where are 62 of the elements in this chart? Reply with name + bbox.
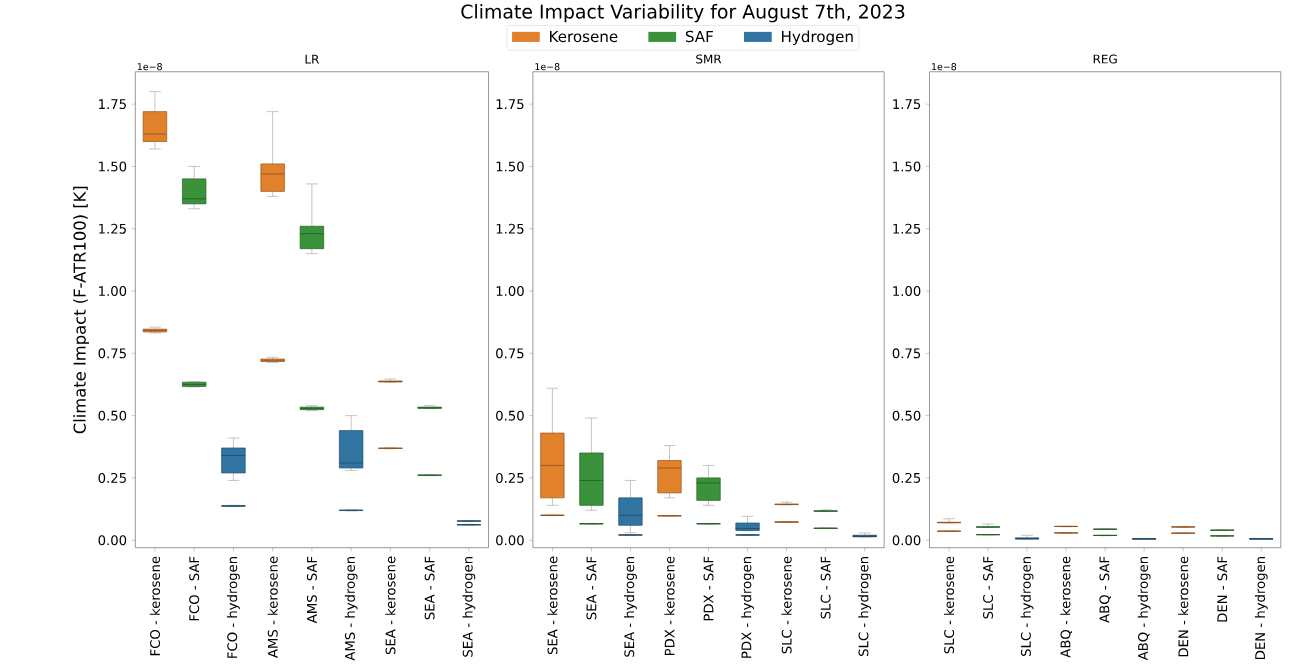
x-tick-label: SLC - kerosene xyxy=(781,556,792,654)
x-tick-label: PDX - SAF xyxy=(703,556,714,621)
x-tick-label: SEA - kerosene xyxy=(547,556,558,655)
x-tick-label: DEN - hydrogen xyxy=(1254,557,1268,660)
y-tick-label: 1.00 xyxy=(99,286,127,297)
x-tick-label: SLC - hydrogen xyxy=(1020,557,1034,657)
x-tick-label: FCO - SAF xyxy=(189,556,200,621)
x-tick-label: SEA - SAF xyxy=(424,556,435,620)
y-tick-label: 1.75 xyxy=(99,99,126,110)
y-tick-label: 0.00 xyxy=(98,535,127,546)
y-tick-label: 0.25 xyxy=(892,473,921,484)
y-tick-label: 0.50 xyxy=(496,410,524,421)
y-tick-label: 0.00 xyxy=(496,535,524,546)
y-tick-label: 0.75 xyxy=(98,348,126,359)
x-tick-label: SEA - SAF xyxy=(586,556,597,620)
y-tick-label: 1.25 xyxy=(496,223,524,234)
x-tick-label: SLC - hydrogen xyxy=(858,557,872,657)
y-tick-label: 0.00 xyxy=(892,535,921,546)
y-tick-label: 1.75 xyxy=(893,99,921,110)
x-tick-label: AMS - SAF xyxy=(306,556,317,624)
x-tick-label: PDX - hydrogen xyxy=(741,557,754,658)
y-tick-label: 1.25 xyxy=(893,223,921,234)
text: 1e−8 xyxy=(932,63,957,71)
y-tick-label: 0.25 xyxy=(496,473,524,484)
y-tick-label: 1.50 xyxy=(99,161,127,172)
x-tick-label: SLC - SAF xyxy=(820,556,831,619)
x-tick-label: AMS - hydrogen xyxy=(344,557,358,661)
y-tick-label: 1.25 xyxy=(99,223,126,234)
x-tick-label: ABQ - hydrogen xyxy=(1137,557,1151,661)
chart-subtitle: LR xyxy=(305,54,320,64)
x-tick-label: PDX - kerosene xyxy=(664,556,675,656)
x-tick-label: ABQ - kerosene xyxy=(1060,556,1072,658)
y-tick-label: 1.50 xyxy=(496,161,524,172)
chart-title: Climate Impact Variability for August 7th, 2023 xyxy=(461,4,905,23)
x-tick-label: DEN - kerosene xyxy=(1178,556,1189,657)
chart-subtitle: REG xyxy=(1093,54,1117,64)
text: 1e−8 xyxy=(137,63,162,71)
y-axis-title: Climate Impact (F-ATR100) [K] xyxy=(73,186,89,434)
y-tick-label: 0.75 xyxy=(496,348,524,359)
legend-label: SAF xyxy=(685,30,713,43)
text: 1e−8 xyxy=(535,63,560,71)
x-tick-label: FCO - hydrogen xyxy=(227,557,240,658)
legend-label: Hydrogen xyxy=(782,30,853,46)
x-tick-label: SEA - hydrogen xyxy=(462,557,476,657)
x-tick-label: SLC - SAF xyxy=(983,556,994,619)
y-tick-label: 1.00 xyxy=(893,286,921,297)
x-tick-label: ABQ - SAF xyxy=(1099,556,1111,623)
y-tick-label: 0.50 xyxy=(98,410,127,421)
y-tick-label: 1.75 xyxy=(496,99,524,110)
legend-label: Kerosene xyxy=(550,31,618,43)
chart-subtitle: SMR xyxy=(696,54,722,64)
y-tick-label: 0.25 xyxy=(98,473,126,484)
x-tick-label: SEA - kerosene xyxy=(385,556,396,655)
x-tick-label: SEA - hydrogen xyxy=(624,557,637,657)
x-tick-label: AMS - kerosene xyxy=(267,556,278,659)
y-tick-label: 0.75 xyxy=(892,348,921,359)
x-tick-label: FCO - kerosene xyxy=(149,556,161,656)
x-tick-label: SLC - kerosene xyxy=(943,556,955,654)
y-tick-label: 1.00 xyxy=(496,286,524,297)
y-tick-label: 1.50 xyxy=(893,161,921,172)
x-tick-label: DEN - SAF xyxy=(1217,556,1228,622)
y-tick-label: 0.50 xyxy=(892,410,921,421)
